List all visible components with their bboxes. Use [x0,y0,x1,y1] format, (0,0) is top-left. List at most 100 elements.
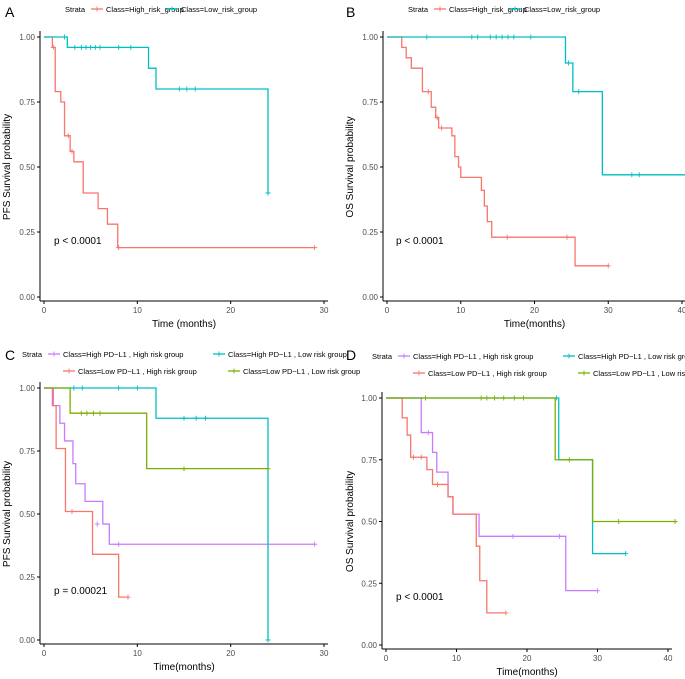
censor-mark [128,44,134,50]
censor-mark [202,415,208,421]
censor-mark [265,637,271,643]
legend-item: Class=Low PD−L1 , Low risk group [243,367,360,376]
censor-mark [425,89,431,95]
panel-letter: D [346,347,356,363]
x-tick-label: 40 [678,306,685,315]
x-tick-label: 30 [320,649,329,658]
censor-mark [181,415,187,421]
km-curve [44,387,268,470]
censor-mark [469,34,475,40]
x-tick-label: 10 [133,649,142,658]
y-tick-label: 0.25 [361,579,377,588]
y-tick-label: 0.00 [19,293,35,302]
censor-mark [184,86,190,92]
y-tick-label: 0.25 [19,228,35,237]
censor-mark [92,44,98,50]
censor-mark [623,551,629,557]
x-tick-label: 0 [42,306,47,315]
censor-mark [672,519,678,524]
km-curve [44,387,128,598]
km-curve [44,36,269,193]
legend-item: Class=High_risk_group [449,5,527,14]
legend-title: Strata [372,352,393,361]
y-tick-label: 1.00 [362,33,378,42]
censor-mark [576,89,582,95]
y-tick-label: 0.50 [361,518,377,527]
x-tick-label: 0 [385,306,390,315]
x-tick-label: 0 [42,649,47,658]
censor-mark [425,430,431,436]
x-axis-label: Time(months) [504,319,565,330]
censor-mark [492,395,498,401]
censor-mark [605,263,611,269]
km-curve [44,387,269,640]
censor-mark [265,466,271,472]
censor-mark [475,34,481,40]
censor-mark [97,44,103,50]
censor-mark [78,44,84,50]
x-tick-label: 0 [384,654,389,663]
censor-mark [418,454,424,460]
panel-letter: B [346,4,355,20]
censor-mark [65,133,71,139]
y-axis-label: OS Survival probability [345,116,356,217]
p-value: p < 0.0001 [396,592,444,603]
censor-mark [193,415,199,421]
x-tick-label: 20 [226,649,235,658]
censor-mark [72,44,78,50]
legend-title: Strata [65,5,86,14]
y-tick-label: 0.25 [362,228,378,237]
censor-mark [504,234,510,240]
y-tick-label: 0.50 [362,163,378,172]
censor-mark [97,410,103,416]
y-tick-label: 0.75 [19,447,35,456]
censor-mark [94,521,100,527]
censor-mark [511,34,517,40]
x-tick-label: 30 [320,306,329,315]
censor-mark [434,115,440,121]
km-panel-d: D 0.00 0.25 0.50 0.75 1.00 0 10 20 30 40 Time(month… [345,347,685,678]
legend-item: Class=High_risk_group [106,5,184,14]
legend-item: Class=Low PD−L1 , High risk group [428,369,547,378]
censor-mark [487,34,493,40]
censor-mark [116,44,122,50]
x-tick-label: 10 [133,306,142,315]
censor-mark [410,454,416,460]
censor-mark [125,594,131,600]
p-value: p < 0.0001 [54,236,102,247]
censor-mark [265,190,271,196]
legend-item: Class=High PD−L1 , Low risk group [228,350,347,359]
censor-mark [116,541,122,547]
censor-mark [71,385,77,391]
y-tick-label: 0.75 [362,98,378,107]
y-tick-label: 0.75 [19,98,35,107]
censor-mark [493,34,499,40]
km-curve [386,397,676,523]
x-tick-label: 30 [604,306,613,315]
censor-mark [478,395,484,401]
censor-mark [503,610,509,616]
censor-mark [510,533,516,539]
censor-mark [422,395,428,401]
y-tick-label: 1.00 [19,33,35,42]
censor-mark [312,245,318,251]
legend: Strata Class=High_risk_groupClass=Low_ris… [65,5,257,14]
legend-item: Class=Low PD−L1 , Low risk group [593,369,685,378]
y-axis-label: PFS Survival probability [2,461,13,567]
censor-mark [116,245,122,251]
y-axis-label: OS Survival probability [345,471,356,572]
km-curve [386,397,626,555]
legend-item: Class=High PD−L1 , High risk group [63,350,183,359]
x-tick-label: 20 [530,306,539,315]
legend-title: Strata [408,5,429,14]
censor-mark [312,541,318,547]
x-axis-label: Time(months) [153,662,214,673]
legend-item: Class=High PD−L1 , High risk group [413,352,533,361]
legend-item: Class=High PD−L1 , Low risk group [578,352,685,361]
legend: Strata Class=High_risk_groupClass=Low_ris… [408,5,600,14]
censor-mark [595,588,600,594]
km-curve [386,397,506,614]
censor-mark [501,395,507,401]
y-tick-label: 1.00 [361,394,377,403]
